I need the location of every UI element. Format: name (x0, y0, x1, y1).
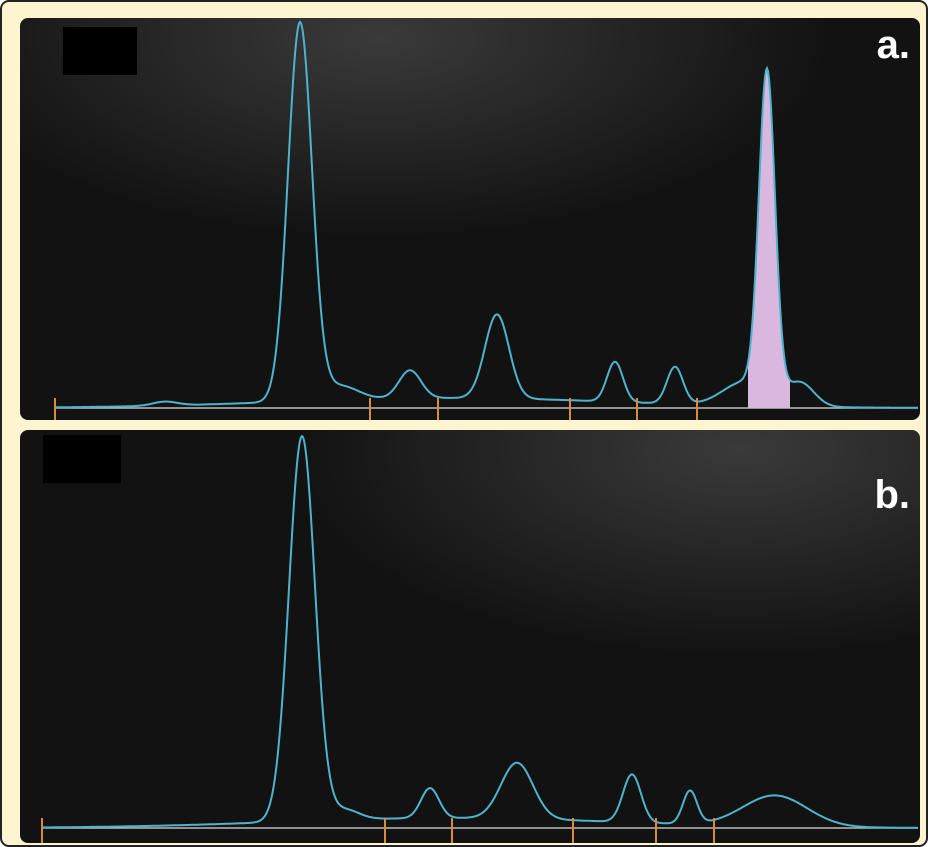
panel-a (20, 18, 920, 420)
trace (42, 434, 918, 829)
highlighted-peak (748, 68, 790, 408)
panel-label: b. (874, 473, 910, 517)
redaction-box (63, 27, 137, 75)
trace (55, 20, 918, 409)
panel-b (20, 430, 920, 843)
redaction-box (43, 435, 121, 483)
traces (41, 20, 918, 843)
panel-label: a. (877, 23, 910, 67)
